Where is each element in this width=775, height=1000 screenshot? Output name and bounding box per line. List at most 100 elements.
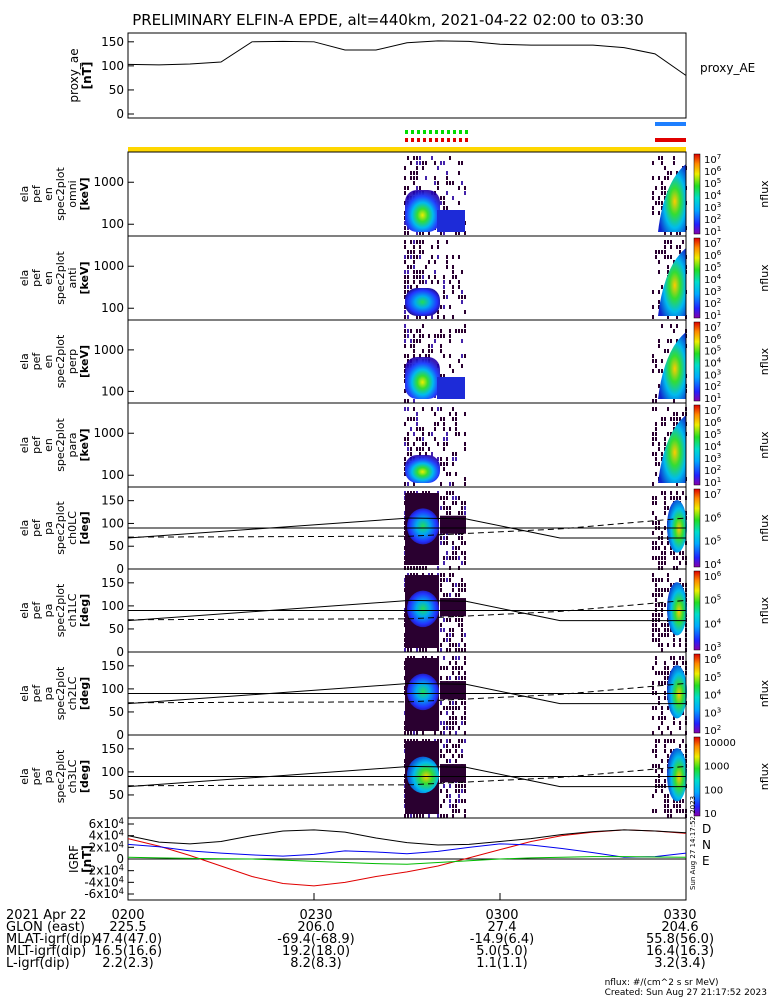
spectrogram-pixel: [425, 315, 427, 319]
spectrogram-pixel: [452, 573, 454, 577]
y-axis-label-line: ela: [18, 768, 31, 785]
spectrogram-pixel: [655, 201, 657, 205]
spectrogram-pixel: [661, 324, 663, 328]
spectrogram-pixel: [440, 721, 442, 725]
spectrogram-pixel: [443, 731, 445, 735]
spectrogram-pixel: [449, 784, 451, 788]
spectrogram-pixel: [676, 661, 678, 665]
spectrogram-pixel: [437, 814, 439, 818]
info-row-value: 16.5(16.6): [93, 944, 163, 959]
spectrogram-pixel: [667, 671, 669, 675]
spectrogram-pixel: [440, 344, 442, 348]
info-row: MLT-igrf(dip) 16.5(16.6) 19.2(18.0) 5.0(5.0…: [6, 944, 766, 959]
spectrogram-pixel: [407, 432, 409, 436]
flag-dot-red: [423, 138, 426, 142]
created-timestamp: Created: Sun Aug 27 21:17:52 2023: [604, 988, 767, 998]
spectrogram-pixel: [455, 457, 457, 461]
spectrogram-pixel: [428, 814, 430, 818]
anti-loss-cone-line: [127, 682, 687, 704]
spectrogram-pixel: [437, 310, 439, 314]
spectrogram-pixel: [449, 334, 451, 338]
spectrogram-pixel: [670, 583, 672, 587]
spectrogram-pixel: [419, 339, 421, 343]
spectrogram-pixel: [455, 556, 457, 560]
spectrogram-pixel: [661, 613, 663, 617]
spectrogram-pixel: [407, 399, 409, 403]
spectrogram-pixel: [404, 389, 406, 393]
spectrogram-pixel: [458, 744, 460, 748]
y-axis-label-line: pef: [30, 518, 43, 537]
spectrogram-pixel: [452, 716, 454, 720]
spectrogram-pixel: [422, 447, 424, 451]
spectrogram-pixel: [443, 754, 445, 758]
spectrogram-pixel: [440, 482, 442, 486]
spectrogram-pixel: [446, 171, 448, 175]
spectrogram-pixel: [658, 613, 660, 617]
spectrogram-pixel: [446, 462, 448, 466]
spectrogram-pixel: [655, 250, 657, 254]
spectrogram-pixel: [428, 349, 430, 353]
y-axis-label-line: pef: [30, 435, 43, 454]
colorbar-tick-label: 104: [704, 440, 722, 453]
y-axis-label-line: spec2plot: [54, 666, 67, 720]
spectrogram-pixel: [664, 551, 666, 555]
spectrogram-pixel: [446, 491, 448, 495]
spectrogram-pixel: [434, 437, 436, 441]
spectrogram-pixel: [464, 329, 466, 333]
spectrogram-pixel: [455, 501, 457, 505]
spectrogram-pixel: [449, 701, 451, 705]
spectrogram-pixel: [449, 633, 451, 637]
spectrogram-pixel: [464, 648, 466, 652]
spectrogram-pixel: [443, 422, 445, 426]
spectrogram-pixel: [676, 566, 678, 570]
spectrogram-pixel: [404, 176, 406, 180]
spectrogram-pixel: [464, 442, 466, 446]
spectrogram-pixel: [440, 731, 442, 735]
spectrogram-pixel: [404, 437, 406, 441]
spectrogram-pixel: [446, 749, 448, 753]
spectrogram-pixel: [658, 764, 660, 768]
spectrogram-pixel: [667, 578, 669, 582]
spectrogram-pixel: [437, 186, 439, 190]
spectrogram-pixel: [443, 628, 445, 632]
spectrogram-pixel: [464, 633, 466, 637]
spectrogram-pixel: [461, 583, 463, 587]
info-row-label: MLAT-igrf(dip): [6, 932, 97, 947]
spectrogram-pixel: [449, 628, 451, 632]
spectrogram-pixel: [431, 407, 433, 411]
spectrogram-pixel: [440, 804, 442, 808]
spectrogram-pixel: [676, 324, 678, 328]
spectrogram-pixel: [664, 511, 666, 515]
spectrogram-pixel: [658, 671, 660, 675]
spectrogram-pixel: [464, 556, 466, 560]
spectrogram-pixel: [407, 186, 409, 190]
spectrogram-pixel: [658, 305, 660, 309]
spectrogram-pixel: [455, 412, 457, 416]
spectrogram-pixel: [449, 472, 451, 476]
spectrogram-pixel: [461, 541, 463, 545]
y-tick-label: 100: [101, 468, 124, 482]
igrf-line-d: [127, 829, 687, 887]
y-tick-label: 50: [109, 622, 124, 636]
colorbar-tick-label: 102: [704, 297, 721, 310]
y-tick-label: 0: [116, 562, 124, 576]
spectrogram-pixel: [404, 285, 406, 289]
spectrogram-speckle: [404, 240, 687, 319]
spectrogram-pixel: [413, 156, 415, 160]
spectrogram-pixel: [446, 814, 448, 818]
spectrogram-pixel: [446, 536, 448, 540]
spectrogram-pixel: [655, 472, 657, 476]
spectrogram-pixel: [404, 324, 406, 328]
spectrogram-pixel: [422, 280, 424, 284]
y-axis-label-line: ela: [18, 602, 31, 619]
spectrogram-pixel: [676, 482, 678, 486]
spectrogram-pixel: [416, 156, 418, 160]
spectrogram-pixel: [670, 656, 672, 660]
flag-dot-red: [453, 138, 456, 142]
spectrogram-pixel: [404, 482, 406, 486]
spectrogram-pixel: [667, 407, 669, 411]
spectrogram-blob: [437, 377, 465, 399]
info-row-value: 47.4(47.0): [93, 932, 163, 947]
colorbar-tick-label: 103: [704, 641, 721, 654]
colorbar-tick-label: 107: [704, 237, 721, 250]
